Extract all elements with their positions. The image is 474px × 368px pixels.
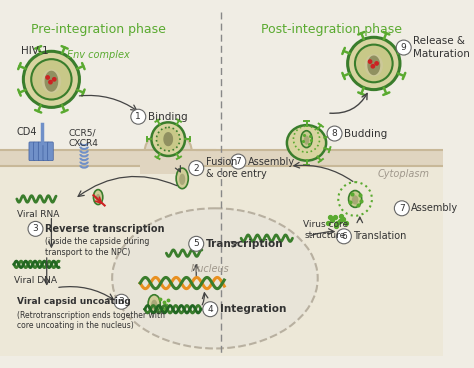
Text: 7: 7 — [399, 204, 405, 213]
Ellipse shape — [287, 125, 326, 161]
Bar — [0, 166, 443, 356]
Text: 5: 5 — [193, 239, 199, 248]
FancyBboxPatch shape — [43, 142, 49, 161]
Text: (inside the capside during
transport to the NPC): (inside the capside during transport to … — [45, 237, 149, 256]
Text: Post-integration phase: Post-integration phase — [261, 23, 402, 36]
Text: 7: 7 — [236, 157, 241, 166]
Circle shape — [347, 37, 400, 90]
Ellipse shape — [365, 54, 383, 77]
FancyBboxPatch shape — [38, 142, 44, 161]
Text: Budding: Budding — [344, 128, 387, 138]
Text: 6: 6 — [341, 232, 347, 241]
Text: Translation: Translation — [353, 231, 407, 241]
Text: HIV-1: HIV-1 — [20, 46, 48, 56]
Circle shape — [203, 302, 218, 317]
Ellipse shape — [348, 191, 362, 207]
Circle shape — [371, 64, 374, 68]
Bar — [140, 151, 196, 174]
Circle shape — [337, 229, 351, 244]
Ellipse shape — [93, 190, 103, 205]
Ellipse shape — [301, 131, 312, 148]
Circle shape — [368, 60, 372, 63]
Text: 3: 3 — [33, 224, 38, 233]
Text: 2: 2 — [193, 164, 199, 173]
Circle shape — [49, 81, 52, 84]
Circle shape — [396, 40, 411, 55]
FancyBboxPatch shape — [34, 142, 39, 161]
Circle shape — [31, 59, 72, 99]
Text: Assembly: Assembly — [247, 156, 295, 167]
Ellipse shape — [179, 174, 185, 185]
Circle shape — [131, 109, 146, 124]
Text: 8: 8 — [332, 129, 337, 138]
Text: Pre-integration phase: Pre-integration phase — [31, 23, 165, 36]
Ellipse shape — [304, 135, 310, 145]
Polygon shape — [368, 56, 380, 74]
Circle shape — [189, 236, 204, 251]
Bar — [0, 151, 443, 166]
Text: Release &
Maturation: Release & Maturation — [413, 36, 470, 59]
Circle shape — [156, 127, 180, 151]
Circle shape — [28, 222, 43, 236]
Text: 3: 3 — [118, 297, 124, 306]
FancyBboxPatch shape — [48, 142, 53, 161]
Ellipse shape — [151, 300, 157, 309]
Text: Fusion
& core entry: Fusion & core entry — [206, 157, 266, 179]
Text: Transcription: Transcription — [206, 239, 283, 249]
Text: CD4: CD4 — [17, 127, 37, 137]
Polygon shape — [45, 71, 57, 91]
Text: Virus core
structure: Virus core structure — [302, 220, 348, 240]
Text: 1: 1 — [136, 112, 141, 121]
Circle shape — [231, 154, 246, 169]
Circle shape — [53, 78, 56, 81]
Text: Nucleus: Nucleus — [191, 264, 229, 274]
Ellipse shape — [352, 195, 358, 205]
FancyBboxPatch shape — [29, 142, 35, 161]
Ellipse shape — [42, 69, 61, 93]
Circle shape — [23, 51, 80, 107]
Ellipse shape — [176, 168, 188, 189]
Circle shape — [46, 76, 49, 79]
Text: 4: 4 — [208, 305, 213, 314]
Text: (Retrotranscription ends together with
core uncoating in the nucleus): (Retrotranscription ends together with c… — [17, 311, 165, 330]
Text: Binding: Binding — [147, 112, 187, 122]
Circle shape — [355, 45, 392, 82]
Polygon shape — [164, 133, 173, 145]
Text: Integration: Integration — [219, 304, 286, 314]
Circle shape — [375, 62, 378, 65]
Circle shape — [189, 161, 204, 176]
Ellipse shape — [96, 194, 100, 202]
Ellipse shape — [112, 208, 318, 348]
Ellipse shape — [148, 295, 160, 312]
Text: Viral capsid uncoating: Viral capsid uncoating — [17, 297, 130, 306]
Ellipse shape — [145, 132, 191, 169]
Text: Env complex: Env complex — [67, 50, 130, 60]
Text: Reverse transcription: Reverse transcription — [45, 224, 164, 234]
Text: Cytoplasm: Cytoplasm — [378, 169, 430, 179]
Text: Viral DNA: Viral DNA — [14, 276, 57, 284]
Circle shape — [394, 201, 410, 216]
Text: CCR5/
CXCR4: CCR5/ CXCR4 — [68, 129, 98, 148]
Circle shape — [114, 294, 129, 309]
Circle shape — [151, 122, 185, 156]
Text: 9: 9 — [401, 43, 407, 52]
Circle shape — [327, 126, 342, 141]
Text: Assembly: Assembly — [411, 203, 458, 213]
Text: Viral RNA: Viral RNA — [17, 210, 59, 219]
